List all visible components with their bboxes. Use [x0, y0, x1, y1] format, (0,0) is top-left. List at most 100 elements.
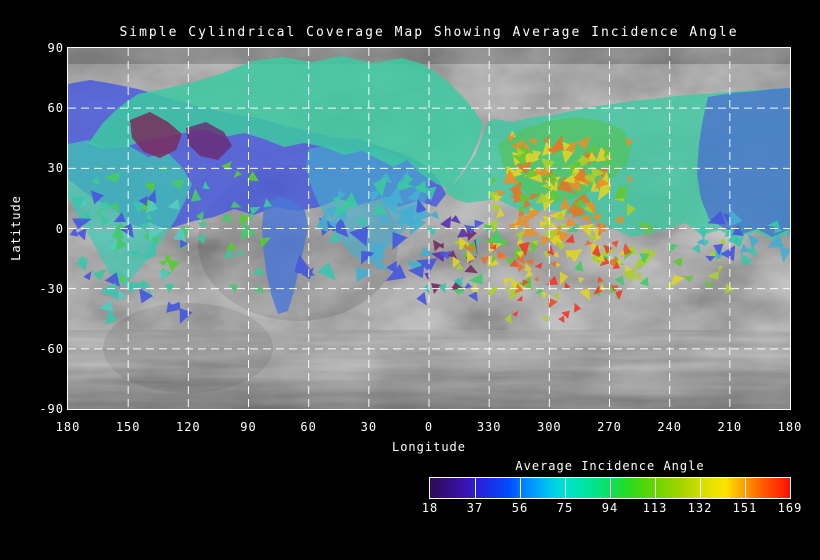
footprint-triangle	[426, 226, 437, 236]
footprint-triangle	[512, 310, 519, 317]
footprint-triangle	[171, 301, 181, 311]
footprint-triangle	[247, 213, 254, 222]
footprint-triangle	[179, 308, 193, 324]
footprint-triangle	[104, 171, 121, 184]
footprint-triangle	[402, 173, 414, 189]
footprint-triangle	[534, 275, 539, 282]
footprint-triangle	[541, 216, 554, 231]
footprint-triangle	[491, 176, 497, 185]
footprint-triangle	[386, 260, 398, 274]
x-tick-label: 300	[536, 420, 562, 434]
footprint-triangle	[316, 262, 337, 281]
coverage-region-cyan-west-streaks	[68, 140, 192, 287]
x-tick-label: 240	[657, 420, 682, 434]
footprint-triangle	[464, 264, 478, 274]
footprint-triangle	[505, 287, 510, 292]
footprint-triangle	[474, 219, 485, 229]
y-tick-label: -90	[39, 402, 64, 416]
colorbar-tick-label: 113	[642, 501, 668, 515]
footprint-triangle	[603, 147, 613, 158]
footprint-triangle	[574, 260, 584, 272]
footprint-triangle	[158, 270, 170, 281]
colorbar-tick-label: 132	[687, 501, 713, 515]
footprint-triangle	[169, 178, 186, 190]
footprint-triangle	[388, 187, 404, 204]
footprint-triangle	[506, 258, 514, 268]
footprint-triangle	[480, 256, 490, 265]
footprint-triangle	[634, 257, 646, 270]
footprint-triangle	[748, 233, 760, 248]
footprint-triangle	[166, 301, 179, 313]
footprint-triangle	[540, 235, 552, 247]
footprint-triangle	[565, 249, 577, 259]
footprint-triangle	[547, 188, 561, 202]
footprint-triangle	[704, 238, 710, 247]
footprint-triangle	[494, 188, 506, 197]
footprint-triangle	[523, 167, 538, 179]
footprint-triangle	[415, 198, 427, 214]
footprint-triangle	[527, 209, 541, 220]
y-tick-label: 0	[55, 221, 64, 236]
footprint-triangle	[230, 201, 242, 208]
footprint-triangle	[605, 155, 611, 168]
footprint-triangle	[438, 250, 452, 260]
footprint-triangle	[517, 147, 525, 158]
footprint-triangle	[167, 198, 180, 210]
footprint-triangle	[117, 275, 125, 284]
footprint-triangle	[331, 217, 349, 238]
x-tick-label: 60	[300, 420, 317, 434]
footprint-triangle	[150, 235, 161, 246]
colorbar-tick-label: 18	[421, 501, 439, 515]
footprint-triangle	[456, 262, 464, 270]
footprint-triangle	[501, 238, 509, 247]
colorbar-divider	[475, 478, 476, 498]
footprint-triangle	[727, 236, 744, 248]
footprint-triangle	[556, 262, 561, 268]
footprint-triangle	[638, 222, 650, 236]
footprint-triangle	[562, 150, 575, 164]
footprint-triangle	[325, 206, 337, 219]
footprint-triangle	[554, 241, 567, 251]
footprint-triangle	[468, 291, 478, 302]
footprint-triangle	[672, 256, 683, 267]
footprint-triangle	[316, 211, 329, 233]
footprint-triangle	[491, 204, 502, 213]
footprint-triangle	[639, 253, 650, 263]
footprint-triangle	[516, 295, 523, 302]
footprint-triangle	[72, 218, 93, 229]
footprint-triangle	[423, 186, 437, 201]
footprint-triangle	[574, 302, 582, 313]
footprint-triangle	[612, 261, 620, 269]
footprint-triangle	[625, 265, 633, 272]
footprint-triangle	[579, 287, 591, 301]
footprint-triangle	[531, 150, 542, 161]
x-tick-label: 210	[717, 420, 743, 434]
footprint-triangle	[462, 251, 468, 258]
y-tick-label: 90	[47, 41, 64, 55]
coverage-region-blue-east	[697, 88, 790, 237]
footprint-triangle	[253, 285, 265, 294]
footprint-triangle	[506, 134, 515, 143]
footprint-triangle	[515, 229, 527, 240]
footprint-triangle	[138, 279, 152, 291]
footprint-triangle	[719, 238, 725, 246]
footprint-triangle	[549, 134, 563, 150]
footprint-triangle	[158, 260, 169, 266]
footprint-triangle	[462, 243, 468, 249]
footprint-triangle	[190, 188, 202, 202]
footprint-triangle	[613, 215, 624, 224]
footprint-triangle	[495, 207, 505, 219]
footprint-triangle	[236, 249, 244, 258]
coverage-map-svg	[68, 48, 790, 409]
footprint-triangle	[226, 241, 237, 251]
footprint-triangle	[623, 268, 637, 283]
footprint-triangle	[745, 246, 758, 257]
footprint-triangle	[541, 158, 555, 173]
footprint-triangle	[696, 227, 709, 240]
footprint-triangle	[197, 221, 207, 228]
footprint-triangle	[591, 226, 600, 235]
footprint-triangle	[525, 258, 534, 266]
footprint-triangle	[457, 227, 470, 238]
footprint-triangle	[615, 289, 623, 301]
footprint-triangle	[514, 215, 527, 226]
